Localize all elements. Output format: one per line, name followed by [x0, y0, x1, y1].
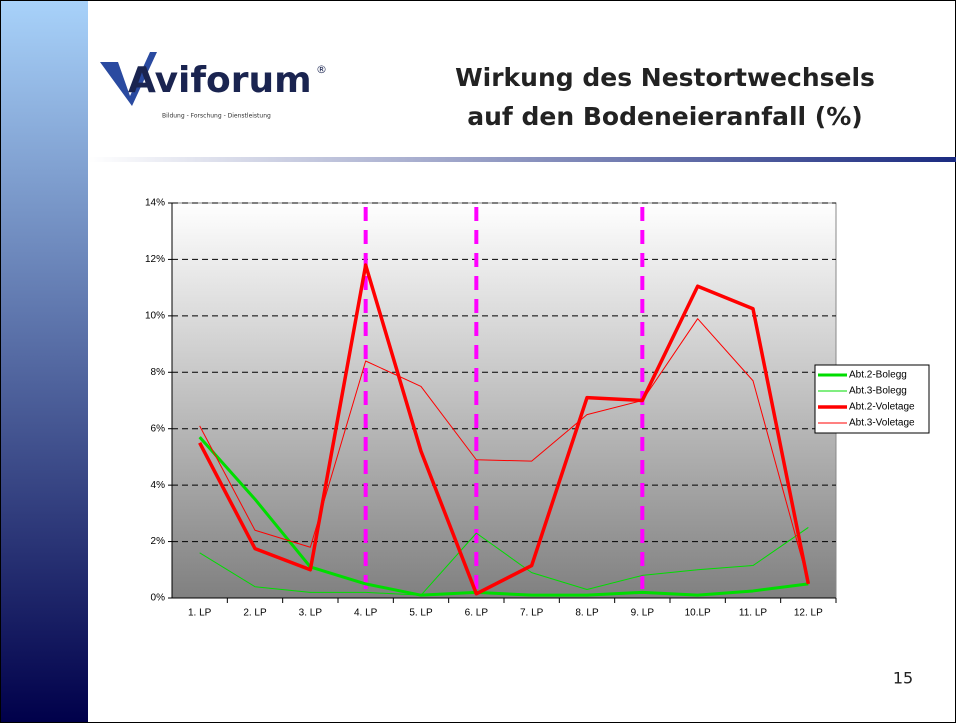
x-tick-label: 5. LP	[409, 608, 433, 619]
y-tick-label: 4%	[151, 480, 166, 491]
title-line: auf den Bodeneieranfall (%)	[467, 102, 862, 131]
legend-label: Abt.3-Bolegg	[849, 386, 907, 397]
legend-label: Abt.3-Voletage	[849, 418, 915, 429]
logo-mark: ®	[316, 63, 327, 76]
x-tick-label: 6. LP	[465, 608, 489, 619]
y-tick-label: 8%	[151, 367, 166, 378]
x-tick-label: 2. LP	[243, 608, 267, 619]
y-tick-label: 12%	[145, 254, 165, 265]
y-tick-label: 10%	[145, 310, 165, 321]
x-tick-label: 8. LP	[575, 608, 599, 619]
legend-label: Abt.2-Voletage	[849, 402, 915, 413]
x-tick-label: 3. LP	[299, 608, 323, 619]
title-line: Wirkung des Nestortwechsels	[455, 63, 875, 92]
logo-swoosh	[100, 52, 157, 106]
page-number: 15	[893, 669, 913, 688]
x-tick-label: 11. LP	[739, 608, 767, 619]
x-tick-label: 4. LP	[354, 608, 378, 619]
plot-area	[171, 202, 837, 599]
y-tick-label: 2%	[151, 536, 166, 547]
series-line	[199, 527, 809, 596]
header-rule	[88, 157, 956, 162]
y-tick-label: 6%	[151, 423, 166, 434]
x-tick-label: 1. LP	[188, 608, 212, 619]
series-line	[199, 318, 809, 583]
x-tick-label: 7. LP	[520, 608, 544, 619]
logo-tagline: Bildung - Forschung - Dienstleistung	[162, 113, 271, 120]
x-tick-label: 10.LP	[685, 608, 711, 619]
logo-name: Aviforum	[128, 60, 312, 101]
side-bar	[0, 0, 88, 723]
x-tick-label: 9. LP	[631, 608, 655, 619]
series-line	[198, 263, 811, 596]
legend-label: Abt.2-Bolegg	[849, 370, 907, 381]
series-line	[198, 436, 809, 597]
x-tick-label: 12. LP	[794, 608, 823, 619]
y-tick-label: 0%	[151, 593, 166, 604]
y-tick-label: 14%	[145, 198, 165, 209]
